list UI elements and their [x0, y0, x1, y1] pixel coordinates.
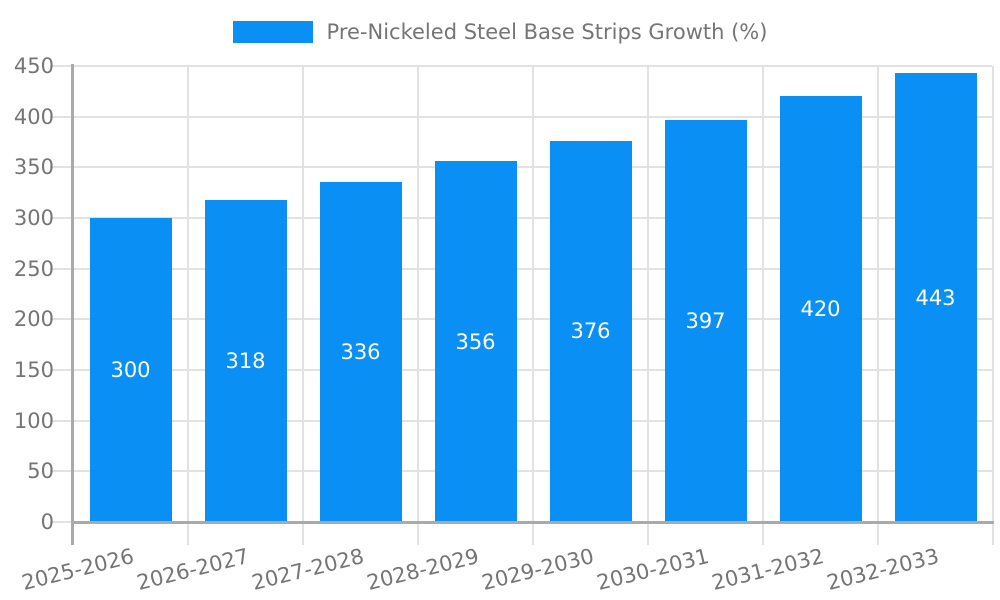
- bar-value-label: 300: [110, 358, 151, 382]
- gridline: [302, 66, 304, 545]
- y-axis-tick-label: 150: [13, 358, 54, 382]
- y-axis-tick: [50, 65, 73, 67]
- y-axis-tick: [50, 115, 73, 118]
- y-axis-tick-label: 0: [40, 510, 54, 534]
- y-axis-tick-label: 400: [13, 104, 54, 129]
- x-axis-tick-label: 2029-2030: [479, 544, 597, 595]
- legend: Pre-Nickeled Steel Base Strips Growth (%…: [0, 21, 1000, 43]
- gridline: [187, 66, 189, 545]
- y-axis-tick: [50, 419, 73, 422]
- bar-value-label: 336: [340, 339, 381, 364]
- x-axis-tick-label: 2031-2032: [709, 544, 827, 595]
- bar-value-label: 376: [570, 319, 611, 344]
- gridline: [417, 66, 419, 545]
- y-axis-tick-label: 300: [13, 206, 54, 230]
- bar[interactable]: [549, 140, 632, 522]
- gridline: [877, 66, 879, 545]
- bar-value-label: 397: [685, 308, 726, 333]
- y-axis-tick: [50, 369, 73, 371]
- legend-color-swatch: [232, 21, 313, 43]
- x-axis-tick-label: 2026-2027: [134, 544, 252, 595]
- y-axis-tick-label: 50: [27, 459, 54, 484]
- bar[interactable]: [894, 73, 977, 522]
- x-axis-line: [71, 521, 994, 524]
- y-axis-tick: [50, 166, 73, 169]
- y-axis-tick-label: 250: [13, 256, 54, 281]
- gridline: [992, 66, 994, 545]
- bar-value-label: 356: [455, 329, 496, 354]
- y-axis-tick: [50, 267, 73, 270]
- y-axis-tick: [50, 217, 73, 219]
- gridline: [532, 66, 534, 545]
- y-axis-tick: [50, 318, 73, 321]
- y-axis-tick: [50, 521, 73, 523]
- bar[interactable]: [779, 96, 862, 522]
- y-axis-tick-label: 200: [13, 307, 54, 332]
- x-axis-tick-label: 2030-2031: [594, 544, 712, 595]
- legend-item[interactable]: Pre-Nickeled Steel Base Strips Growth (%…: [232, 20, 768, 44]
- y-axis-tick-label: 450: [13, 54, 54, 78]
- gridline: [762, 66, 764, 545]
- bar-value-label: 443: [915, 285, 956, 310]
- y-axis-line: [71, 64, 74, 545]
- x-axis-tick-label: 2032-2033: [824, 544, 942, 595]
- x-axis-tick-label: 2025-2026: [19, 544, 137, 595]
- bar-value-label: 318: [225, 348, 266, 373]
- bar[interactable]: [319, 181, 402, 522]
- y-axis-tick-label: 100: [13, 408, 54, 433]
- bar[interactable]: [204, 199, 287, 522]
- bar[interactable]: [664, 119, 747, 522]
- bar[interactable]: [434, 161, 517, 522]
- bar-value-label: 420: [800, 297, 841, 322]
- gridline: [647, 66, 649, 545]
- x-axis-tick-label: 2027-2028: [249, 544, 367, 595]
- x-axis-tick-label: 2028-2029: [364, 544, 482, 595]
- bar[interactable]: [89, 218, 172, 522]
- legend-label: Pre-Nickeled Steel Base Strips Growth (%…: [326, 20, 768, 44]
- y-axis-tick: [50, 470, 73, 473]
- y-axis-tick-label: 350: [13, 155, 54, 180]
